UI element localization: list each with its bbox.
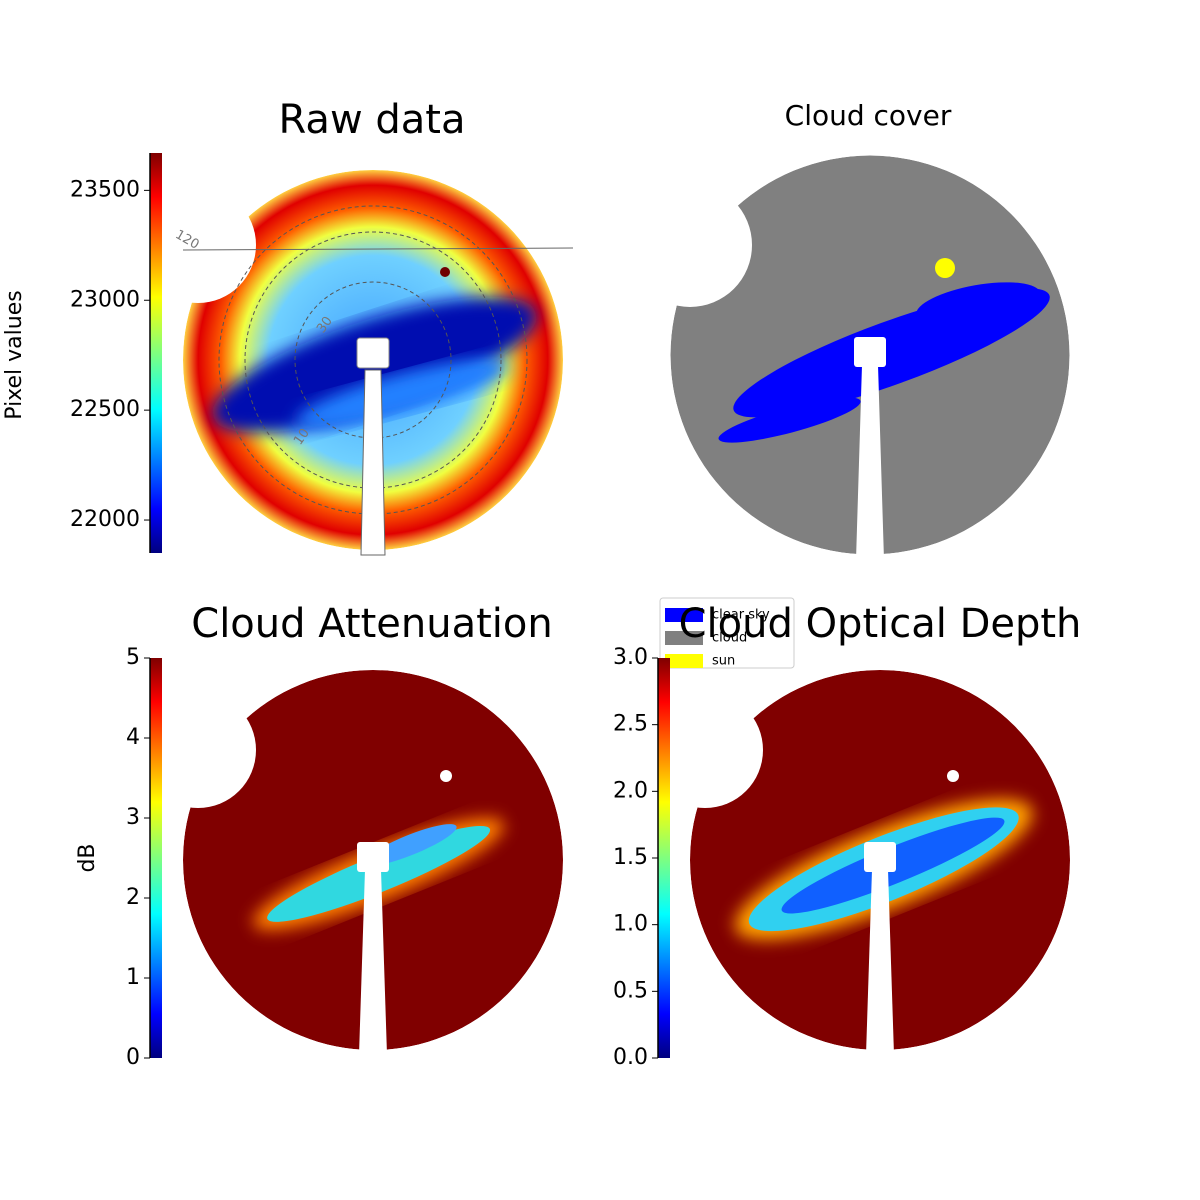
y-tick-label: 2 xyxy=(126,885,140,910)
legend-swatch xyxy=(665,608,703,622)
chart-title: Raw data xyxy=(279,97,466,143)
legend-label: sun xyxy=(712,654,735,669)
y-axis-label: dB xyxy=(75,843,100,872)
y-tick-label: 5 xyxy=(126,645,140,670)
y-axis-label: Pixel values xyxy=(2,290,27,419)
y-tick-label: 0.0 xyxy=(613,1045,648,1070)
y-tick-label: 23000 xyxy=(70,287,140,312)
attenuation-image xyxy=(140,670,563,1055)
y-tick-label: 3 xyxy=(126,805,140,830)
y-tick-label: 23500 xyxy=(70,177,140,202)
chart-title: Cloud Attenuation xyxy=(191,601,552,647)
colorbar xyxy=(150,153,162,553)
y-tick-label: 3.0 xyxy=(613,645,648,670)
y-tick-label: 1.5 xyxy=(613,845,648,870)
chart-title: Cloud cover xyxy=(785,99,952,132)
y-tick-label: 2.5 xyxy=(613,712,648,737)
y-tick-label: 0 xyxy=(126,1045,140,1070)
raw-image xyxy=(140,170,574,556)
colorbar xyxy=(658,658,670,1058)
cloud-cover-image xyxy=(628,155,1070,560)
colorbar xyxy=(150,658,162,1058)
y-tick-label: 22000 xyxy=(70,507,140,532)
y-tick-label: 22500 xyxy=(70,397,140,422)
legend-swatch xyxy=(665,654,703,668)
legend-label: clear sky xyxy=(712,608,770,623)
legend-swatch xyxy=(665,631,703,645)
optical-depth-image xyxy=(647,670,1070,1055)
y-tick-label: 4 xyxy=(126,725,140,750)
y-tick-label: 1 xyxy=(126,965,140,990)
y-tick-label: 1.0 xyxy=(613,912,648,937)
y-tick-label: 2.0 xyxy=(613,778,648,803)
legend-label: cloud xyxy=(712,631,747,646)
y-tick-label: 0.5 xyxy=(613,978,648,1003)
chart-title: Cloud Optical Depth xyxy=(679,601,1082,647)
